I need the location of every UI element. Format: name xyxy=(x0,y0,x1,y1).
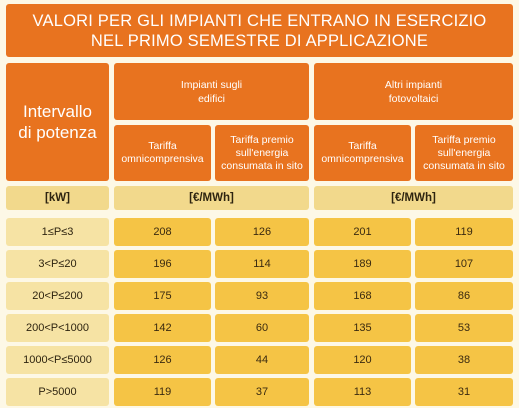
g1-all-cell: 208 xyxy=(114,218,211,246)
subheader-g1-premium-line-1: Tariffa premio xyxy=(230,133,294,146)
g2-premium-cell: 119 xyxy=(415,218,513,246)
range-cell: 200<P<1000 xyxy=(6,314,109,342)
group-header-other: Altri impianti fotovoltaici xyxy=(314,63,513,120)
range-cell: 20<P≤200 xyxy=(6,282,109,310)
subheader-g2-premium-line-3: consumata in sito xyxy=(423,159,505,172)
g1-premium-cell: 114 xyxy=(215,250,309,278)
g2-all-cell: 135 xyxy=(314,314,411,342)
subheader-g2-premium-line-1: Tariffa premio xyxy=(432,133,496,146)
g1-all-cell: 119 xyxy=(114,378,211,406)
g1-premium-cell: 44 xyxy=(215,346,309,374)
subheader-g2-all-line-2: omnicomprensiva xyxy=(321,153,404,165)
subheader-g1-premium-line-2: sull'energia xyxy=(235,146,289,159)
g2-premium-cell: 53 xyxy=(415,314,513,342)
g2-all-cell: 201 xyxy=(314,218,411,246)
g1-all-cell: 126 xyxy=(114,346,211,374)
g2-premium-cell: 38 xyxy=(415,346,513,374)
subheader-g1-all-line-2: omnicomprensiva xyxy=(121,153,204,165)
table-title: VALORI PER GLI IMPIANTI CHE ENTRANO IN E… xyxy=(6,4,513,57)
g2-all-cell: 168 xyxy=(314,282,411,310)
g2-all-cell: 189 xyxy=(314,250,411,278)
g1-premium-cell: 37 xyxy=(215,378,309,406)
g1-all-cell: 142 xyxy=(114,314,211,342)
subheader-g2-premium-line-2: sull'energia xyxy=(437,146,491,159)
group-header-other-line-2: fotovoltaici xyxy=(388,92,439,105)
interval-header-line-1: Intervallo xyxy=(23,102,92,121)
g2-premium-cell: 86 xyxy=(415,282,513,310)
group-header-buildings-line-2: edifici xyxy=(198,92,225,105)
subheader-g2-all-line-1: Tariffa xyxy=(348,140,377,152)
subheader-g1-premium-line-3: consumata in sito xyxy=(221,159,303,172)
g1-premium-cell: 126 xyxy=(215,218,309,246)
title-line-1: VALORI PER GLI IMPIANTI CHE ENTRANO IN E… xyxy=(32,11,487,30)
range-cell: 1000<P≤5000 xyxy=(6,346,109,374)
unit-energy-g2: [€/MWh] xyxy=(314,186,513,210)
g2-all-cell: 120 xyxy=(314,346,411,374)
g1-all-cell: 175 xyxy=(114,282,211,310)
range-cell: P>5000 xyxy=(6,378,109,406)
interval-header-line-2: di potenza xyxy=(18,123,97,142)
unit-power: [kW] xyxy=(6,186,109,210)
g1-premium-cell: 93 xyxy=(215,282,309,310)
group-header-buildings-line-1: Impianti sugli xyxy=(180,78,243,91)
subheader-g1-premium: Tariffa premio sull'energia consumata in… xyxy=(215,125,309,181)
range-cell: 3<P≤20 xyxy=(6,250,109,278)
g2-premium-cell: 31 xyxy=(415,378,513,406)
subheader-g1-all: Tariffa omnicomprensiva xyxy=(114,125,211,181)
subheader-g2-all: Tariffa omnicomprensiva xyxy=(314,125,411,181)
group-header-buildings: Impianti sugli edifici xyxy=(114,63,309,120)
interval-header: Intervallo di potenza xyxy=(6,63,109,181)
g2-all-cell: 113 xyxy=(314,378,411,406)
g1-all-cell: 196 xyxy=(114,250,211,278)
title-line-2: NEL PRIMO SEMESTRE DI APPLICAZIONE xyxy=(90,31,429,50)
g2-premium-cell: 107 xyxy=(415,250,513,278)
g1-premium-cell: 60 xyxy=(215,314,309,342)
subheader-g2-premium: Tariffa premio sull'energia consumata in… xyxy=(415,125,513,181)
range-cell: 1≤P≤3 xyxy=(6,218,109,246)
subheader-g1-all-line-1: Tariffa xyxy=(148,140,177,152)
group-header-other-line-1: Altri impianti xyxy=(384,78,443,91)
unit-energy-g1: [€/MWh] xyxy=(114,186,309,210)
